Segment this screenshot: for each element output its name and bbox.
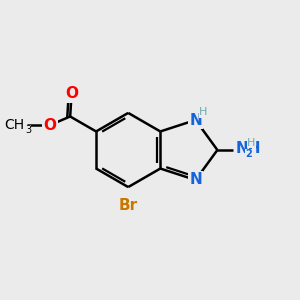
Text: NH: NH	[235, 141, 261, 156]
Text: N: N	[189, 172, 202, 188]
Text: Br: Br	[118, 198, 138, 213]
Text: H: H	[247, 138, 256, 148]
Text: O: O	[44, 118, 57, 133]
Text: O: O	[65, 86, 78, 101]
Text: 3: 3	[25, 125, 31, 135]
Text: 2: 2	[246, 149, 252, 159]
Text: N: N	[189, 112, 202, 128]
Text: CH: CH	[4, 118, 25, 132]
Text: H: H	[199, 107, 208, 117]
